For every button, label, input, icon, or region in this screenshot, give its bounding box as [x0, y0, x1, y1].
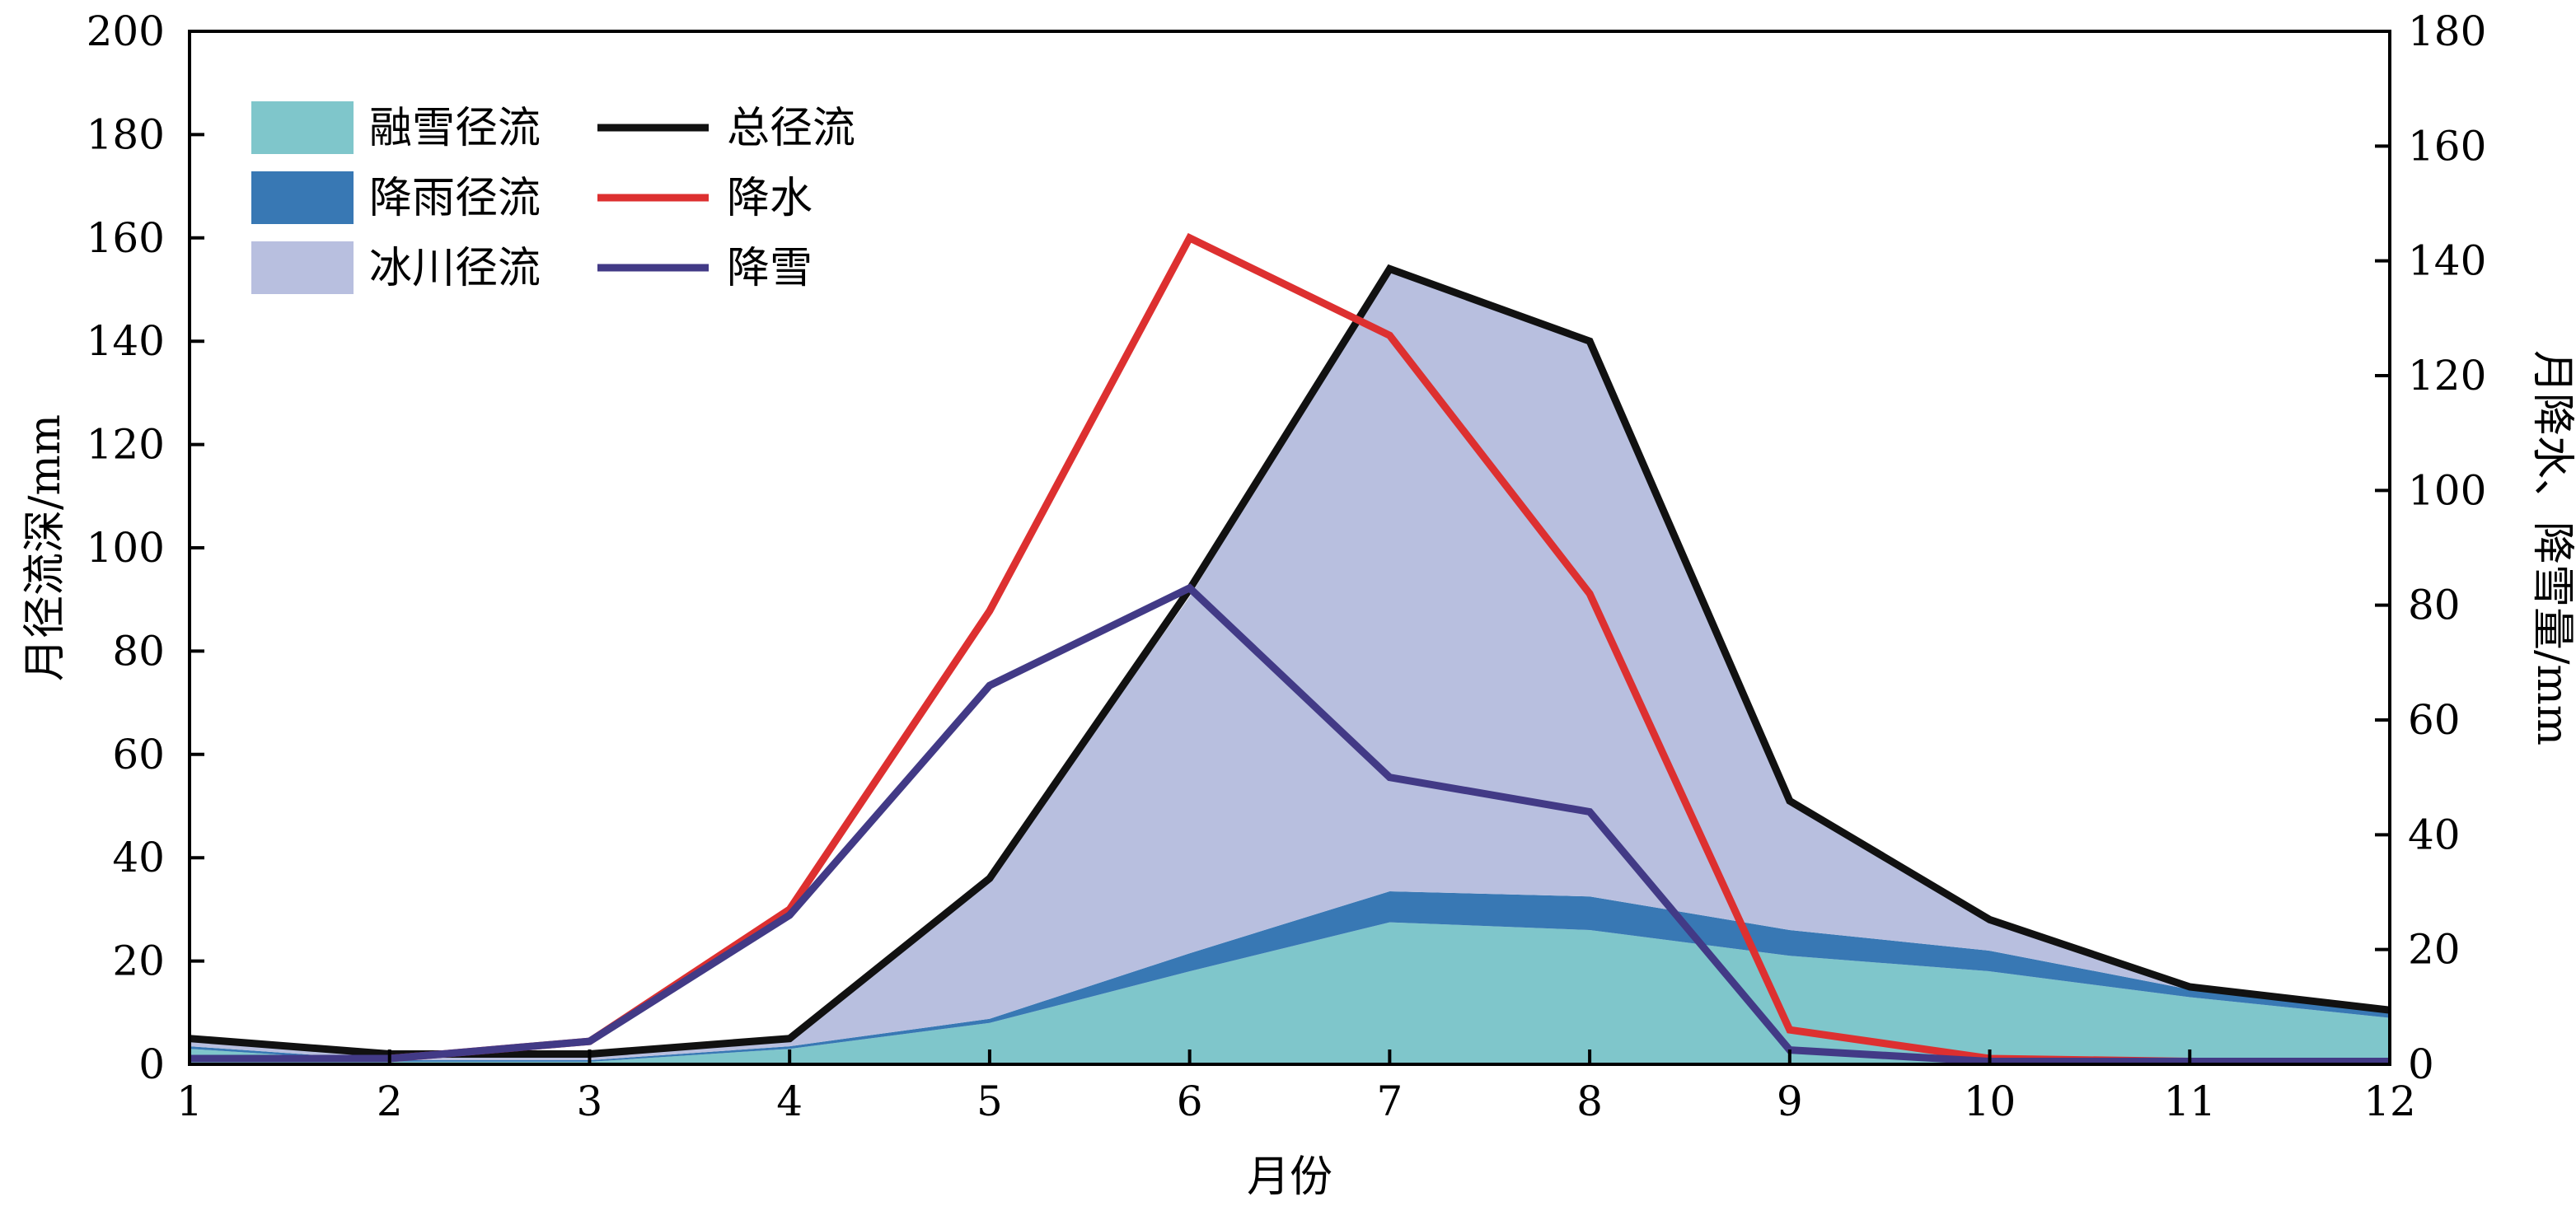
- x-tick-label: 9: [1777, 1077, 1803, 1125]
- legend-label-冰川径流: 冰川径流: [369, 244, 541, 293]
- y-right-tick-label: 120: [2408, 352, 2486, 400]
- point-降水-9: [1789, 1029, 1791, 1031]
- y-right-tick-label: 60: [2408, 696, 2461, 744]
- legend-swatch-融雪径流: [251, 101, 354, 154]
- y-left-tick-label: 120: [87, 421, 165, 469]
- point-降水-7: [1389, 334, 1390, 336]
- y-axis-left-title: 月径流深/mm: [21, 414, 70, 681]
- y-right-tick-label: 80: [2408, 582, 2461, 629]
- point-降雪-7: [1389, 777, 1390, 778]
- y-right-tick-label: 100: [2408, 466, 2486, 514]
- y-left-tick-label: 140: [87, 317, 165, 365]
- y-right-tick-label: 140: [2408, 237, 2486, 285]
- y-left-tick-label: 80: [112, 627, 165, 675]
- y-right-tick-label: 160: [2408, 122, 2486, 170]
- point-降水-5: [989, 610, 991, 612]
- y-left-tick-label: 0: [138, 1040, 165, 1088]
- area-融雪径流: [190, 922, 2390, 1064]
- point-总径流-4: [789, 1038, 790, 1040]
- y-left-tick-label: 160: [87, 214, 165, 262]
- point-总径流-5: [989, 877, 991, 879]
- point-降雪-4: [789, 914, 790, 916]
- y-axis-right-title: 月降水、降雪量/mm: [2527, 350, 2576, 746]
- legend-label-降雨径流: 降雨径流: [369, 174, 541, 223]
- x-tick-label: 2: [377, 1077, 403, 1125]
- x-tick-label: 8: [1576, 1077, 1603, 1125]
- legend-swatch-冰川径流: [251, 241, 354, 294]
- y-right-tick-label: 40: [2408, 811, 2461, 858]
- x-tick-label: 3: [577, 1077, 603, 1125]
- x-tick-label: 1: [176, 1077, 203, 1125]
- line-总径流: [189, 264, 2391, 1058]
- y-left-tick-label: 100: [87, 524, 165, 572]
- x-axis-title: 月份: [1247, 1152, 1332, 1202]
- y-left-tick-label: 60: [112, 731, 165, 778]
- x-tick-label: 6: [1177, 1077, 1203, 1125]
- x-tick-label: 12: [2363, 1077, 2416, 1125]
- y-left-tick-label: 180: [87, 110, 165, 158]
- legend-label-降雪: 降雪: [727, 244, 813, 293]
- area-冰川径流: [190, 269, 2390, 1060]
- runoff-areas: [190, 269, 2390, 1064]
- point-降水-6: [1189, 237, 1191, 239]
- y-right-tick-label: 20: [2408, 926, 2461, 974]
- line-降雪: [190, 583, 2390, 1065]
- point-总径流-9: [1789, 800, 1791, 802]
- point-降雪-3: [589, 1040, 590, 1042]
- legend-swatch-降雨径流: [251, 171, 354, 224]
- area-降雨径流: [190, 891, 2390, 1062]
- point-总径流-10: [1989, 919, 1990, 920]
- legend-label-总径流: 总径流: [727, 104, 855, 153]
- y-left-tick-label: 20: [112, 937, 165, 985]
- y-left-tick-label: 40: [112, 834, 165, 881]
- legend-label-降水: 降水: [727, 174, 813, 223]
- x-tick-label: 11: [2163, 1077, 2216, 1125]
- series-lines: [189, 232, 2391, 1065]
- y-left-tick-label: 200: [87, 7, 165, 55]
- x-tick-label: 5: [977, 1077, 1003, 1125]
- x-tick-label: 10: [1964, 1077, 2016, 1125]
- legend-label-融雪径流: 融雪径流: [369, 104, 541, 153]
- point-降雪-5: [989, 685, 991, 686]
- x-tick-label: 4: [776, 1077, 803, 1125]
- y-right-tick-label: 0: [2408, 1040, 2434, 1088]
- y-right-tick-label: 180: [2408, 7, 2486, 55]
- axis-ticks: 1 2 3 4 5 6 7 8 9 10 11 120204060801001201401601802…: [87, 7, 2487, 1125]
- x-tick-label: 7: [1376, 1077, 1403, 1125]
- point-降雪-6: [1189, 587, 1191, 589]
